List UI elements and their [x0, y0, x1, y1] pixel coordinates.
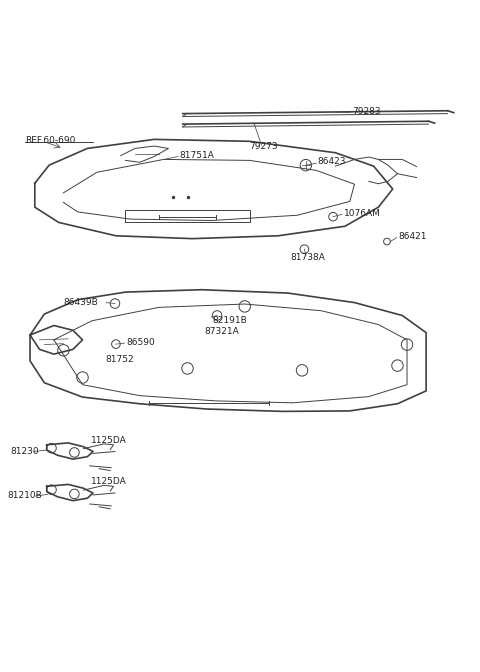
Text: 79273: 79273 [250, 142, 278, 151]
Text: 86421: 86421 [398, 233, 427, 241]
Text: 81751A: 81751A [180, 151, 214, 160]
Text: 81752: 81752 [106, 355, 134, 364]
Text: REF.60-690: REF.60-690 [25, 136, 76, 145]
Text: 79283: 79283 [352, 108, 381, 116]
Text: 87321A: 87321A [204, 327, 239, 336]
Text: 86423: 86423 [318, 157, 346, 166]
Text: 1125DA: 1125DA [91, 437, 127, 446]
Text: 86590: 86590 [126, 338, 155, 347]
Text: 1125DA: 1125DA [91, 477, 127, 486]
Text: 81738A: 81738A [290, 253, 325, 262]
Text: 82191B: 82191B [213, 316, 248, 325]
Text: 81210B: 81210B [7, 491, 42, 501]
Text: 81230: 81230 [10, 447, 38, 456]
Text: 1076AM: 1076AM [344, 209, 381, 218]
Text: 86439B: 86439B [63, 298, 98, 307]
